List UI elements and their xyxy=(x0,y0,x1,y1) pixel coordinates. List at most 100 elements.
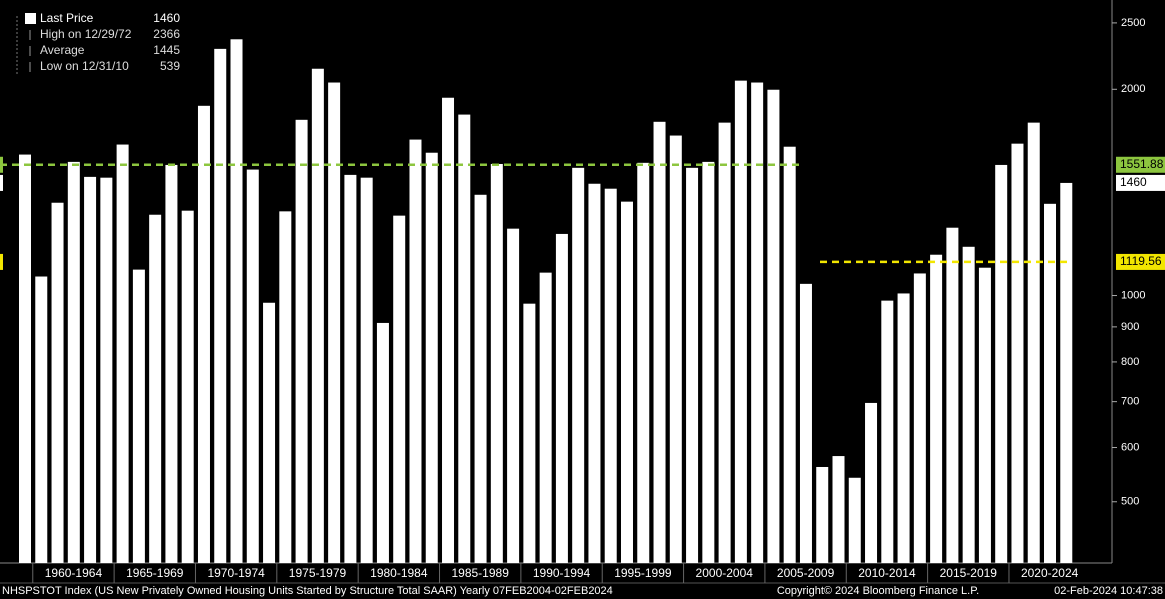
bar xyxy=(865,402,878,563)
x-tick-label: 1990-1994 xyxy=(533,566,591,580)
bar xyxy=(1044,203,1057,563)
bar xyxy=(311,68,324,563)
last-value-left-marker xyxy=(0,174,3,191)
bar xyxy=(507,228,520,563)
legend-label: Last Price xyxy=(40,11,94,25)
bar xyxy=(279,211,292,563)
reference-tag-label: 1551.88 xyxy=(1120,157,1164,171)
bar xyxy=(783,146,796,564)
bar xyxy=(425,152,438,564)
legend-label: High on 12/29/72 xyxy=(40,27,132,41)
y-tick-label: 2000 xyxy=(1121,83,1145,95)
bar xyxy=(913,273,926,563)
bar xyxy=(686,167,699,563)
x-tick-label: 2000-2004 xyxy=(696,566,754,580)
bar xyxy=(246,169,259,564)
x-tick-label: 2020-2024 xyxy=(1021,566,1079,580)
bar xyxy=(848,477,861,563)
last-value-label: 1460 xyxy=(1120,175,1147,189)
bar xyxy=(51,202,64,564)
bar xyxy=(230,39,243,563)
bar xyxy=(100,177,113,563)
bar xyxy=(669,135,682,563)
bar xyxy=(946,227,959,564)
bar xyxy=(588,183,601,563)
bar xyxy=(555,233,568,564)
bar xyxy=(19,154,31,564)
bar xyxy=(1011,143,1024,564)
bar xyxy=(132,269,145,563)
bar xyxy=(35,276,48,563)
bar xyxy=(816,466,829,563)
bar xyxy=(149,214,162,563)
bar xyxy=(67,161,80,564)
x-tick-label: 1970-1974 xyxy=(207,566,265,580)
y-tick-label: 500 xyxy=(1121,496,1139,508)
bar xyxy=(767,89,780,563)
bar xyxy=(751,82,764,563)
y-tick-label: 600 xyxy=(1121,441,1139,453)
bar xyxy=(328,82,341,563)
x-tick-label: 1975-1979 xyxy=(289,566,347,580)
bar xyxy=(734,80,747,563)
bar xyxy=(474,194,487,563)
bar xyxy=(620,201,633,564)
bar xyxy=(572,167,585,563)
bar xyxy=(1060,182,1073,563)
reference-tag xyxy=(1116,253,1165,270)
y-tick-label: 1000 xyxy=(1121,289,1145,301)
x-tick-label: 1980-1984 xyxy=(370,566,428,580)
bar xyxy=(165,164,178,564)
bar xyxy=(523,303,536,563)
bar xyxy=(214,48,227,563)
x-tick-label: 1965-1969 xyxy=(126,566,184,580)
bar xyxy=(360,177,373,563)
footer-right: 02-Feb-2024 10:47:38 xyxy=(1054,585,1163,597)
reference-tag xyxy=(1116,156,1165,173)
y-tick-label: 700 xyxy=(1121,396,1139,408)
reference-left-marker xyxy=(0,156,3,173)
bar xyxy=(978,267,991,563)
y-tick-label: 800 xyxy=(1121,356,1139,368)
bar xyxy=(799,283,812,563)
footer-left: NHSPSTOT Index (US New Privately Owned H… xyxy=(2,585,613,597)
bar xyxy=(376,322,389,563)
x-tick-label: 1995-1999 xyxy=(614,566,672,580)
bar xyxy=(881,300,894,563)
reference-tag-label: 1119.56 xyxy=(1120,254,1162,268)
bar xyxy=(84,176,97,564)
bar xyxy=(832,456,845,563)
bar xyxy=(295,119,308,564)
bar xyxy=(718,122,731,564)
footer-center: Copyright© 2024 Bloomberg Finance L.P. xyxy=(777,585,979,597)
y-tick-label: 900 xyxy=(1121,321,1139,333)
bar xyxy=(442,97,455,563)
legend-swatch xyxy=(25,13,36,24)
legend-label: Average xyxy=(40,43,85,57)
bar xyxy=(393,215,406,563)
x-tick-label: 2015-2019 xyxy=(940,566,998,580)
x-tick-label: 1960-1964 xyxy=(45,566,103,580)
bar xyxy=(604,188,617,564)
legend-value: 1460 xyxy=(153,11,180,25)
bar xyxy=(263,302,276,563)
bar xyxy=(930,254,943,563)
bar xyxy=(1027,122,1040,564)
bar xyxy=(490,163,503,564)
y-tick-label: 2500 xyxy=(1121,17,1145,29)
legend-label: Low on 12/31/10 xyxy=(40,59,129,73)
x-tick-label: 2010-2014 xyxy=(858,566,916,580)
reference-left-marker xyxy=(0,253,3,270)
legend-value: 1445 xyxy=(153,43,180,57)
bar xyxy=(897,293,910,563)
bar xyxy=(181,210,194,564)
legend-value: 2366 xyxy=(153,27,180,41)
bar xyxy=(458,114,471,564)
bar xyxy=(116,144,129,563)
x-tick-label: 2005-2009 xyxy=(777,566,835,580)
bar xyxy=(344,174,357,564)
bar xyxy=(653,121,666,563)
bar xyxy=(702,161,715,564)
legend-value: 539 xyxy=(160,59,180,73)
